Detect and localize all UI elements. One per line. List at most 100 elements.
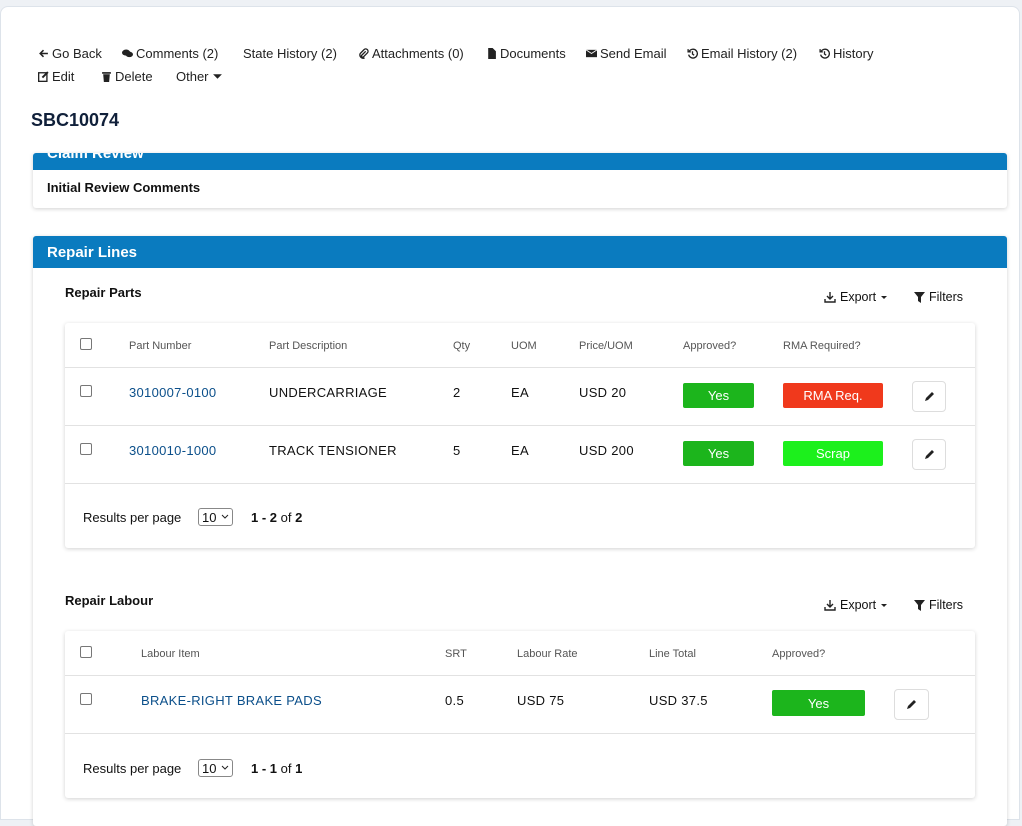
row-checkbox[interactable] — [80, 385, 92, 397]
rma-button[interactable]: RMA Req. — [783, 383, 883, 408]
of: of — [280, 761, 292, 776]
cell: USD 37.5 — [649, 693, 708, 708]
select-all-checkbox[interactable] — [80, 646, 92, 658]
value: 10 — [202, 509, 217, 525]
label: Other — [176, 69, 209, 84]
column-header: Part Description — [269, 340, 348, 352]
label: Export — [840, 290, 877, 304]
row-divider — [65, 425, 975, 426]
pager-status: 1 - 1 of 1 — [251, 761, 302, 776]
claim-review-title: Claim Review — [47, 153, 144, 162]
part-number-link[interactable]: 3010007-0100 — [129, 385, 217, 400]
label: Documents — [500, 46, 566, 61]
label: Delete — [115, 69, 153, 84]
record-id: SBC10074 — [31, 110, 120, 130]
label: Filters — [929, 598, 964, 612]
label: Go Back — [52, 46, 102, 61]
label: Edit — [52, 69, 75, 84]
state-history[interactable]: State History (2) — [243, 46, 337, 61]
part-number-link[interactable]: 3010010-1000 — [129, 443, 217, 458]
row-checkbox[interactable] — [80, 443, 92, 455]
history[interactable]: History — [819, 46, 873, 61]
column-header: RMA Required? — [783, 340, 861, 352]
delete[interactable]: Delete — [101, 69, 153, 84]
column-header: Part Number — [129, 340, 192, 352]
export-button[interactable]: Export — [824, 598, 888, 612]
column-header: Qty — [453, 340, 471, 352]
other-dropdown[interactable]: Other — [176, 69, 223, 84]
row-divider — [65, 483, 975, 484]
row-checkbox[interactable] — [80, 693, 92, 705]
labour-item-link[interactable]: BRAKE-RIGHT BRAKE PADS — [141, 693, 322, 708]
row-divider — [65, 733, 975, 734]
value: 10 — [202, 760, 217, 776]
label: Send Email — [600, 46, 667, 61]
cell: UNDERCARRIAGE — [269, 385, 388, 400]
row-divider — [65, 367, 975, 368]
cell: USD 200 — [579, 443, 634, 458]
column-header: Line Total — [649, 648, 696, 660]
of: of — [280, 510, 292, 525]
rma-button[interactable]: Scrap — [783, 441, 883, 466]
approved-button[interactable]: Yes — [683, 383, 754, 408]
cell: EA — [511, 385, 529, 400]
label: History — [833, 46, 874, 61]
column-header: Labour Rate — [517, 648, 578, 660]
parts-table: Part Number Part Description Qty UOM Pri… — [65, 323, 975, 548]
documents[interactable]: Documents — [486, 46, 566, 61]
edit-row-button[interactable] — [912, 439, 946, 470]
cell: 2 — [453, 385, 461, 400]
attachments[interactable]: Attachments (0) — [358, 46, 464, 61]
cell: 5 — [453, 443, 461, 458]
per-page-select[interactable]: 10 — [198, 508, 234, 526]
cell: USD 20 — [579, 385, 627, 400]
pager-status: 1 - 2 of 2 — [251, 510, 302, 525]
section-title: Repair Parts — [65, 285, 142, 300]
cell: TRACK TENSIONER — [269, 443, 397, 458]
email-history[interactable]: Email History (2) — [687, 46, 797, 61]
repair-lines-title: Repair Lines — [47, 244, 138, 261]
column-header: UOM — [511, 340, 537, 352]
cell: EA — [511, 443, 529, 458]
column-header: Labour Item — [141, 648, 200, 660]
per-page-select[interactable]: 10 — [198, 759, 234, 777]
pager-label: Results per page — [83, 510, 182, 525]
filters-button[interactable]: Filters — [914, 598, 963, 612]
pager-label: Results per page — [83, 761, 182, 776]
total: 2 — [295, 510, 303, 525]
claim-review-card: Claim Review Initial Review Comments — [33, 153, 1007, 208]
edit-row-button[interactable] — [912, 381, 946, 412]
row-divider — [65, 675, 975, 676]
send-email[interactable]: Send Email — [586, 46, 666, 61]
label: Filters — [929, 290, 964, 304]
column-header: Approved? — [772, 648, 826, 660]
label: Export — [840, 598, 877, 612]
filters-button[interactable]: Filters — [914, 290, 963, 304]
repair-lines-header: Repair Lines — [33, 236, 1007, 268]
column-header: Price/UOM — [579, 340, 633, 352]
export-button[interactable]: Export — [824, 290, 888, 304]
edit[interactable]: Edit — [38, 69, 74, 84]
label: Email History (2) — [701, 46, 798, 61]
approved-button[interactable]: Yes — [772, 690, 865, 716]
column-header: Approved? — [683, 340, 737, 352]
label: State History (2) — [243, 46, 337, 61]
field-label: Initial Review Comments — [47, 180, 201, 195]
total: 1 — [295, 761, 303, 776]
range: 1 - 2 — [251, 510, 278, 525]
claim-review-header: Claim Review — [33, 153, 1007, 170]
section-title: Repair Labour — [65, 593, 154, 608]
labour-table: Labour Item SRT Labour Rate Line Total A… — [65, 631, 975, 798]
select-all-checkbox[interactable] — [80, 338, 92, 350]
approved-button[interactable]: Yes — [683, 441, 754, 466]
comments[interactable]: Comments (2) — [122, 46, 218, 61]
go-back[interactable]: Go Back — [38, 46, 102, 61]
label: Attachments (0) — [372, 46, 464, 61]
edit-row-button[interactable] — [894, 689, 929, 720]
range: 1 - 1 — [251, 761, 278, 776]
cell: 0.5 — [445, 693, 464, 708]
cell: USD 75 — [517, 693, 565, 708]
column-header: SRT — [445, 648, 467, 660]
